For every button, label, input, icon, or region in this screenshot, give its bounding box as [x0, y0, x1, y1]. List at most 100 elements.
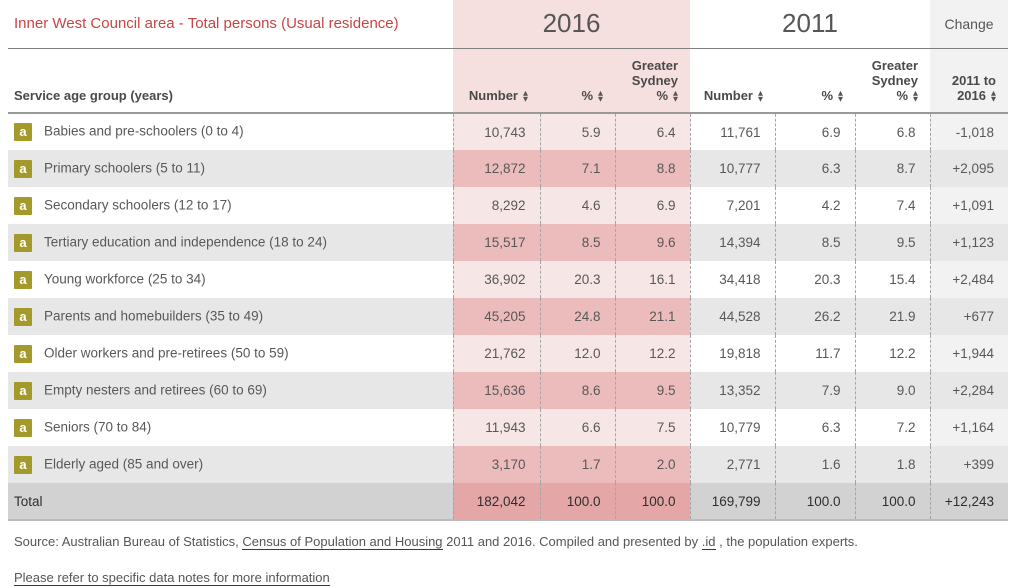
year-header-2011: 2011 [690, 0, 930, 49]
cell-2011-percent: 8.5 [774, 224, 855, 261]
cell-2016-gs-percent: 6.4 [614, 113, 690, 150]
cell-2016-percent: 1.7 [539, 446, 615, 483]
age-group-label: Tertiary education and independence (18 … [44, 234, 327, 250]
cell-change: +1,944 [929, 335, 1008, 372]
data-note-badge-icon[interactable]: a [14, 455, 32, 474]
column-header-2016-greater-sydney[interactable]: Greater Sydney % ▲ ▼ [615, 48, 690, 114]
sort-icon[interactable]: ▲ ▼ [673, 88, 678, 103]
cell-2016-gs-percent: 8.8 [614, 150, 690, 187]
sort-icon[interactable]: ▲ ▼ [991, 88, 996, 103]
table-row: a Older workers and pre-retirees (50 to 5… [8, 335, 1008, 372]
table-row: a Secondary schoolers (12 to 17) 8,292 4.… [8, 187, 1008, 224]
cell-2011-number: 44,528 [689, 298, 775, 335]
sort-icon[interactable]: ▲ ▼ [913, 88, 918, 103]
data-notes-line: Please refer to specific data notes for … [14, 569, 1016, 586]
column-header-change[interactable]: 2011 to 2016 ▲ ▼ [930, 48, 1008, 114]
total-2011-percent: 100.0 [774, 483, 855, 521]
sort-icon[interactable]: ▲ ▼ [523, 88, 528, 103]
data-note-badge-icon[interactable]: a [14, 344, 32, 363]
cell-change: +1,091 [929, 187, 1008, 224]
cell-2016-percent: 24.8 [539, 298, 615, 335]
data-note-badge-icon[interactable]: a [14, 270, 32, 289]
column-header-2011-greater-sydney[interactable]: Greater Sydney % ▲ ▼ [855, 48, 930, 114]
cell-change: -1,018 [929, 113, 1008, 150]
cell-2016-number: 8,292 [452, 187, 540, 224]
cell-2016-gs-percent: 6.9 [614, 187, 690, 224]
age-group-label: Primary schoolers (5 to 11) [44, 160, 206, 176]
cell-2011-number: 11,761 [689, 113, 775, 150]
cell-2011-gs-percent: 1.8 [854, 446, 930, 483]
cell-2016-percent: 6.6 [539, 409, 615, 446]
data-note-badge-icon[interactable]: a [14, 196, 32, 215]
total-2016-number: 182,042 [452, 483, 540, 521]
cell-2016-number: 15,517 [452, 224, 540, 261]
cell-2016-gs-percent: 9.6 [614, 224, 690, 261]
cell-change: +1,123 [929, 224, 1008, 261]
column-header-2011-percent[interactable]: % ▲ ▼ [775, 48, 855, 114]
cell-2011-number: 13,352 [689, 372, 775, 409]
total-2016-gs-percent: 100.0 [614, 483, 690, 521]
data-note-badge-icon[interactable]: a [14, 159, 32, 178]
cell-2011-percent: 11.7 [774, 335, 855, 372]
cell-change: +2,284 [929, 372, 1008, 409]
cell-2011-number: 2,771 [689, 446, 775, 483]
cell-2016-number: 10,743 [452, 113, 540, 150]
data-note-badge-icon[interactable]: a [14, 307, 32, 326]
cell-2011-percent: 20.3 [774, 261, 855, 298]
age-group-label: Babies and pre-schoolers (0 to 4) [44, 123, 244, 139]
cell-2016-number: 36,902 [452, 261, 540, 298]
cell-change: +399 [929, 446, 1008, 483]
total-2016-percent: 100.0 [539, 483, 615, 521]
cell-2011-gs-percent: 7.4 [854, 187, 930, 224]
total-label: Total [8, 483, 453, 521]
cell-2011-number: 10,777 [689, 150, 775, 187]
sort-icon[interactable]: ▲ ▼ [598, 88, 603, 103]
page-title: Inner West Council area - Total persons … [8, 0, 453, 49]
cell-2016-gs-percent: 16.1 [614, 261, 690, 298]
cell-2016-number: 11,943 [452, 409, 540, 446]
total-change: +12,243 [929, 483, 1008, 521]
column-header-2016-number[interactable]: Number ▲ ▼ [453, 48, 540, 114]
data-note-badge-icon[interactable]: a [14, 418, 32, 437]
age-group-label: Elderly aged (85 and over) [44, 456, 204, 472]
column-header-2011-number[interactable]: Number ▲ ▼ [690, 48, 775, 114]
age-group-label: Young workforce (25 to 34) [44, 271, 206, 287]
year-header-change: Change [930, 0, 1008, 49]
column-header-row: Service age group (years) Number ▲ ▼ % ▲ ▼ G… [8, 48, 1008, 114]
data-note-badge-icon[interactable]: a [14, 233, 32, 252]
cell-2011-number: 19,818 [689, 335, 775, 372]
id-link[interactable]: .id [701, 534, 716, 550]
cell-2011-gs-percent: 8.7 [854, 150, 930, 187]
cell-2011-gs-percent: 12.2 [854, 335, 930, 372]
cell-2016-number: 3,170 [452, 446, 540, 483]
cell-2016-gs-percent: 21.1 [614, 298, 690, 335]
sort-icon[interactable]: ▲ ▼ [758, 88, 763, 103]
cell-2011-number: 34,418 [689, 261, 775, 298]
data-notes-link[interactable]: Please refer to specific data notes for … [14, 570, 330, 586]
cell-2016-percent: 7.1 [539, 150, 615, 187]
table-row: a Tertiary education and independence (18… [8, 224, 1008, 261]
cell-change: +1,164 [929, 409, 1008, 446]
data-note-badge-icon[interactable]: a [14, 381, 32, 400]
cell-2011-number: 14,394 [689, 224, 775, 261]
data-note-badge-icon[interactable]: a [14, 123, 32, 141]
cell-2011-gs-percent: 9.0 [854, 372, 930, 409]
age-structure-table: Inner West Council area - Total persons … [8, 0, 1008, 521]
cell-change: +2,484 [929, 261, 1008, 298]
sort-icon[interactable]: ▲ ▼ [838, 88, 843, 103]
cell-2016-gs-percent: 12.2 [614, 335, 690, 372]
cell-2011-number: 10,779 [689, 409, 775, 446]
census-link[interactable]: Census of Population and Housing [242, 534, 443, 550]
cell-2011-percent: 1.6 [774, 446, 855, 483]
table-row: a Babies and pre-schoolers (0 to 4) 10,74… [8, 113, 1008, 150]
cell-2016-percent: 5.9 [539, 113, 615, 150]
table-row: a Primary schoolers (5 to 11) 12,872 7.1 … [8, 150, 1008, 187]
cell-2016-number: 12,872 [452, 150, 540, 187]
cell-2016-number: 15,636 [452, 372, 540, 409]
column-header-2016-percent[interactable]: % ▲ ▼ [540, 48, 615, 114]
cell-2016-number: 21,762 [452, 335, 540, 372]
column-header-age-group: Service age group (years) [8, 48, 453, 114]
cell-2011-gs-percent: 7.2 [854, 409, 930, 446]
cell-2016-percent: 12.0 [539, 335, 615, 372]
